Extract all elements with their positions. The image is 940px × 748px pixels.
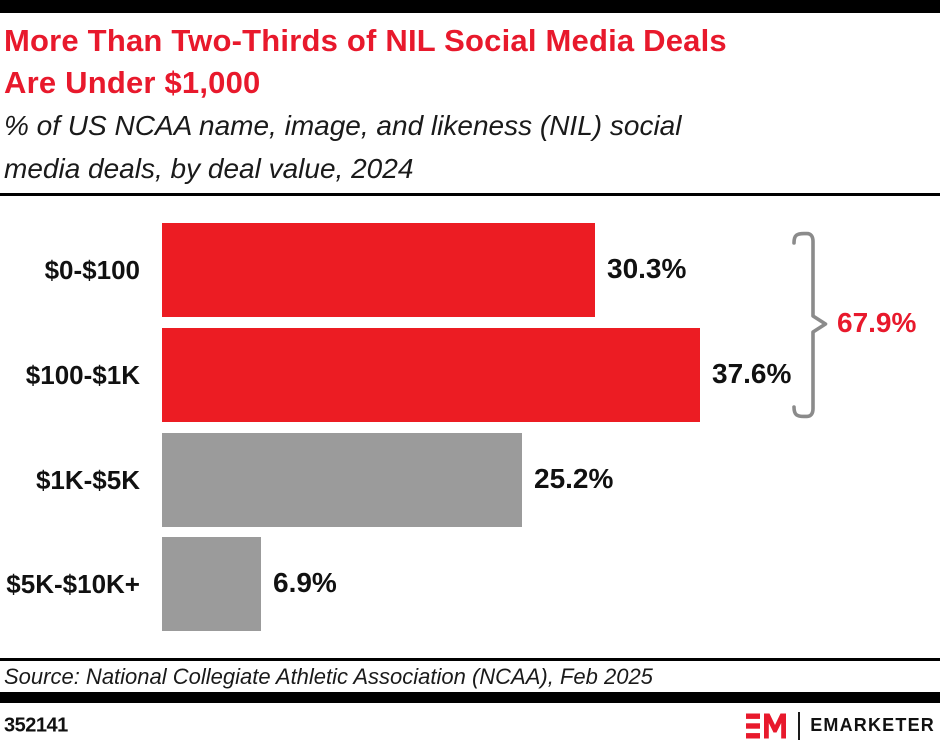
chart-title: More Than Two-Thirds of NIL Social Media… [4,20,914,104]
footer: 352141 EMARKETER [0,703,940,748]
bracket-annotation-icon [792,231,828,419]
em-monogram-icon [746,713,787,738]
bar [162,433,522,527]
top-black-bar [0,0,940,13]
bar [162,537,261,631]
value-label: 30.3% [607,253,687,284]
emarketer-wordmark: EMARKETER [810,715,935,735]
subtitle-line-1: % of US NCAA name, image, and likeness (… [4,110,682,141]
bar [162,223,595,317]
chart-subtitle: % of US NCAA name, image, and likeness (… [4,104,924,190]
chart-id: 352141 [4,714,68,736]
value-label: 6.9% [273,567,337,598]
subtitle-line-2: media deals, by deal value, 2024 [4,153,414,184]
value-label: 25.2% [534,463,614,494]
emarketer-logo: EMARKETER [746,711,935,740]
category-label: $100-$1K [25,360,140,390]
value-label: 37.6% [712,358,792,389]
title-line-2: Are Under $1,000 [4,65,261,100]
header-divider-line [0,193,940,196]
category-label: $5K-$10K+ [6,569,140,599]
category-label: $0-$100 [44,255,140,285]
bar [162,328,700,422]
bracket-total-label: 67.9% [837,307,917,338]
title-line-1: More Than Two-Thirds of NIL Social Media… [4,23,727,58]
category-label: $1K-$5K [35,465,140,495]
source-divider-line [0,658,940,661]
footer-divider-bar [0,692,940,703]
logo-divider [798,711,801,740]
source-note: Source: National Collegiate Athletic Ass… [4,664,653,689]
